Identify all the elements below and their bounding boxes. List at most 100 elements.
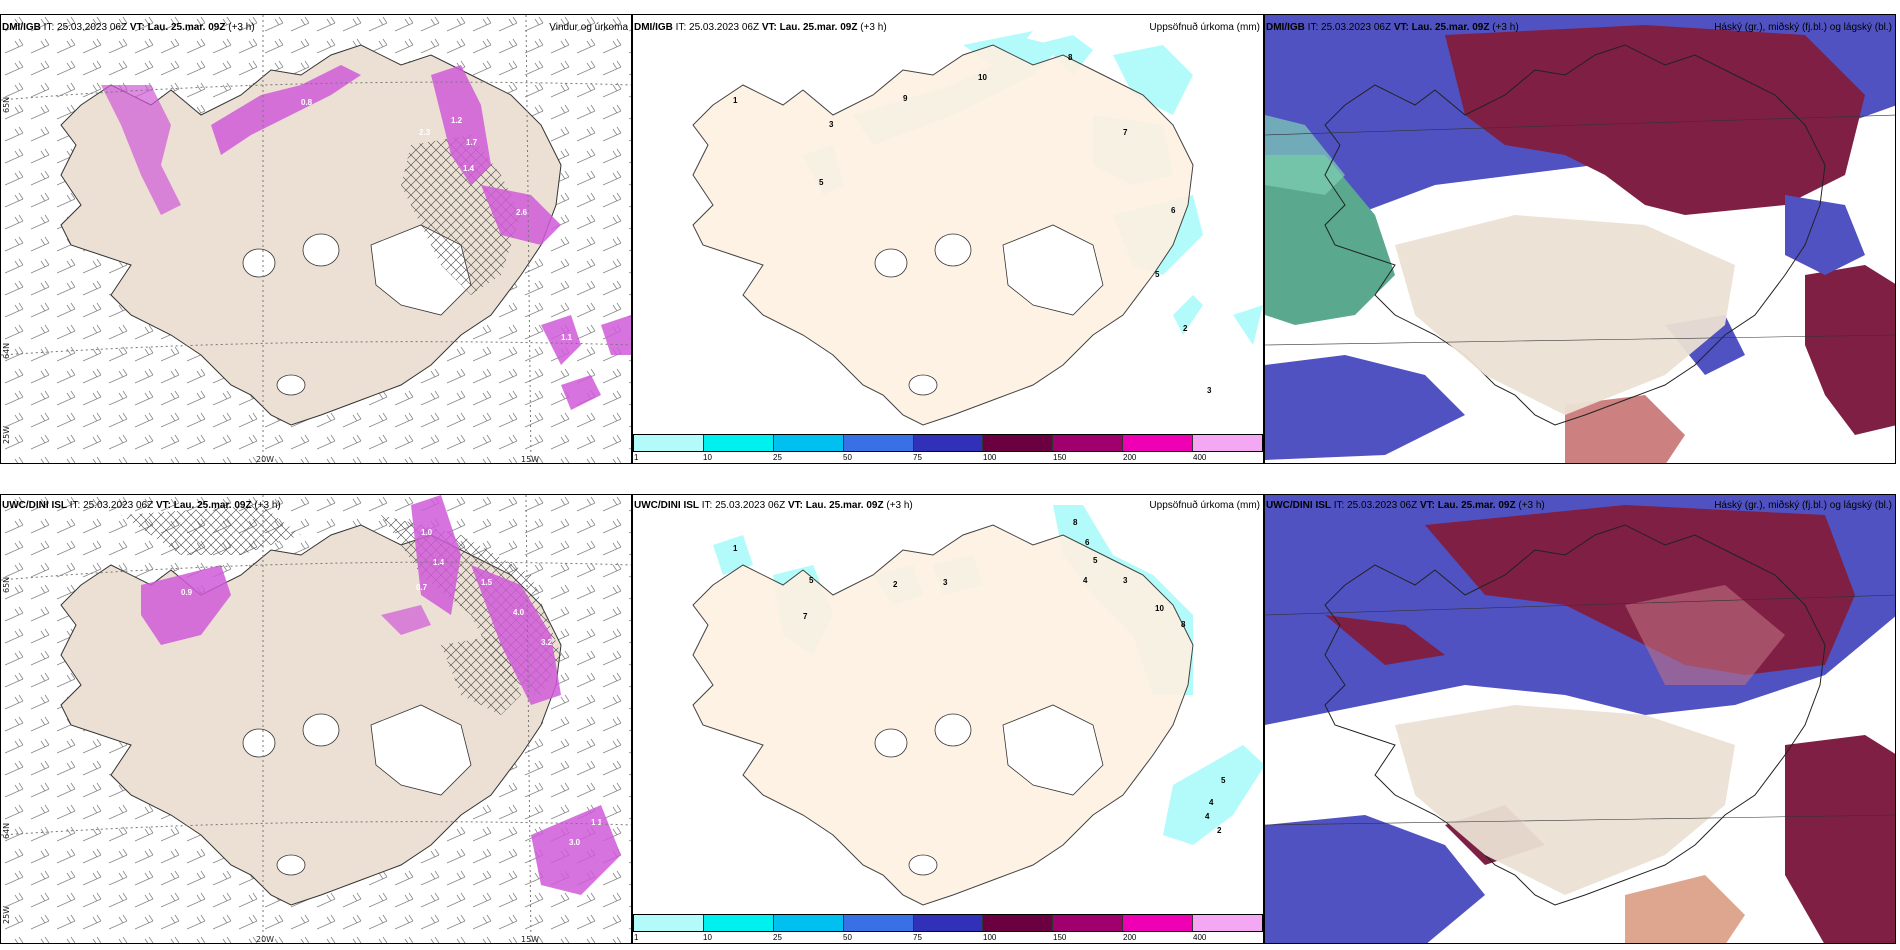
legend-label: 10 [703, 933, 712, 942]
precip-label: 3.0 [569, 838, 581, 847]
legend-swatch [843, 435, 914, 451]
legend-label: 25 [773, 933, 782, 942]
panel-wind-uwc: 1.0 1.4 0.7 1.5 4.0 3.2 0.9 3.0 1.1 65N … [0, 494, 632, 944]
legend-label: 50 [843, 453, 852, 462]
precip-value: 1 [733, 96, 738, 105]
lon-label: 20W [256, 455, 274, 464]
precip-value: 5 [1221, 776, 1226, 785]
lat-label: 65N [2, 577, 11, 593]
legend-label: 75 [913, 453, 922, 462]
legend-label: 400 [1193, 453, 1207, 462]
precip-label: 3.2 [541, 638, 553, 647]
panel-clouds-uwc [1264, 494, 1896, 944]
precip-value: 6 [1085, 538, 1090, 547]
precip-value: 5 [1155, 270, 1160, 279]
legend-swatch [703, 435, 774, 451]
lon-label: 15W [521, 455, 539, 464]
panel-header-dmi-precip: DMI/IGB IT: 25.03.2023 06Z VT: Lau. 25.m… [634, 22, 887, 33]
precip-label: 0.8 [301, 98, 313, 107]
precip-value: 7 [1123, 128, 1128, 137]
legend-label: 150 [1053, 933, 1067, 942]
panel-title-precip: Uppsöfnuð úrkoma (mm) [1149, 22, 1260, 33]
legend-swatch [913, 435, 984, 451]
wind-map-uwc: 1.0 1.4 0.7 1.5 4.0 3.2 0.9 3.0 1.1 65N … [1, 495, 631, 944]
legend-swatch [703, 915, 774, 931]
legend-swatch [1053, 915, 1124, 931]
legend-label: 150 [1053, 453, 1067, 462]
precip-legend-bottom [633, 914, 1263, 932]
panel-title-wind: Vindur og úrkoma [549, 22, 628, 33]
precip-label: 0.9 [181, 588, 193, 597]
precip-value: 2 [893, 580, 898, 589]
precip-label: 1.4 [433, 558, 445, 567]
precip-label: 1.2 [451, 116, 463, 125]
panel-header-uwc-clouds: UWC/DINI ISL IT: 25.03.2023 06Z VT: Lau.… [1266, 500, 1545, 511]
lon-label: 15W [521, 935, 539, 944]
precip-value: 7 [803, 612, 808, 621]
lat-label: 65N [2, 97, 11, 113]
precip-value: 10 [1155, 604, 1164, 613]
precip-label: 2.6 [516, 208, 528, 217]
panel-clouds-dmi [1264, 14, 1896, 464]
precip-label: 2.3 [419, 128, 431, 137]
lat-label: 64N [2, 343, 11, 359]
legend-label: 200 [1123, 453, 1137, 462]
precip-label: 1.7 [466, 138, 478, 147]
precip-label: 0.7 [416, 583, 428, 592]
legend-swatch [983, 435, 1054, 451]
legend-swatch [634, 435, 704, 451]
lat-label: 64N [2, 823, 11, 839]
precip-label: 1.1 [591, 818, 603, 827]
legend-swatch [1193, 435, 1263, 451]
legend-swatch [773, 435, 844, 451]
precip-value: 4 [1205, 812, 1210, 821]
legend-label: 75 [913, 933, 922, 942]
precip-value: 5 [819, 178, 824, 187]
cloud-map-uwc [1265, 495, 1895, 943]
legend-label: 1 [634, 933, 639, 942]
precip-value: 5 [809, 576, 814, 585]
legend-swatch [773, 915, 844, 931]
lat-label: 25W [2, 906, 11, 924]
precip-legend-top [633, 434, 1263, 452]
wind-map-dmi: 2.3 1.2 1.7 1.4 2.6 0.8 1.1 65N 64N 25W … [1, 15, 631, 464]
precip-value: 8 [1068, 53, 1073, 62]
legend-swatch [843, 915, 914, 931]
precip-value: 3 [1207, 386, 1212, 395]
precip-map-dmi: 10 9 8 7 6 5 5 3 2 3 1 [633, 15, 1263, 445]
legend-swatch [983, 915, 1054, 931]
panel-header-uwc-precip: UWC/DINI ISL IT: 25.03.2023 06Z VT: Lau.… [634, 500, 913, 511]
legend-swatch [1053, 435, 1124, 451]
precip-value: 5 [1093, 556, 1098, 565]
precip-label: 1.1 [561, 333, 573, 342]
precip-value: 1 [733, 544, 738, 553]
precip-label: 1.0 [421, 528, 433, 537]
precip-label: 4.0 [513, 608, 525, 617]
panel-header-dmi-wind: DMI/IGB IT: 25.03.2023 06Z VT: Lau. 25.m… [2, 22, 255, 33]
panel-title-precip: Uppsöfnuð úrkoma (mm) [1149, 500, 1260, 511]
precip-value: 2 [1217, 826, 1222, 835]
legend-swatch [634, 915, 704, 931]
precip-value: 9 [903, 94, 908, 103]
panel-title-clouds: Háský (gr.), miðský (fj.bl.) og lágský (… [1714, 500, 1892, 511]
precip-value: 8 [1181, 620, 1186, 629]
panel-precip-dmi: 10 9 8 7 6 5 5 3 2 3 1 [632, 14, 1264, 464]
precip-label: 1.5 [481, 578, 493, 587]
precip-map-uwc: 8 6 5 4 3 10 8 7 5 2 3 1 5 4 4 2 [633, 495, 1263, 925]
cloud-map-dmi [1265, 15, 1895, 463]
legend-label: 100 [983, 933, 997, 942]
panel-precip-uwc: 8 6 5 4 3 10 8 7 5 2 3 1 5 4 4 2 [632, 494, 1264, 944]
legend-label: 10 [703, 453, 712, 462]
panel-wind-dmi: 2.3 1.2 1.7 1.4 2.6 0.8 1.1 65N 64N 25W … [0, 14, 632, 464]
legend-label: 25 [773, 453, 782, 462]
legend-label: 100 [983, 453, 997, 462]
precip-value: 6 [1171, 206, 1176, 215]
legend-swatch [1123, 915, 1194, 931]
precip-value: 10 [978, 73, 987, 82]
legend-label: 400 [1193, 933, 1207, 942]
precip-value: 3 [1123, 576, 1128, 585]
legend-swatch [1123, 435, 1194, 451]
panel-header-dmi-clouds: DMI/IGB IT: 25.03.2023 06Z VT: Lau. 25.m… [1266, 22, 1519, 33]
lat-label: 25W [2, 426, 11, 444]
precip-value: 3 [829, 120, 834, 129]
